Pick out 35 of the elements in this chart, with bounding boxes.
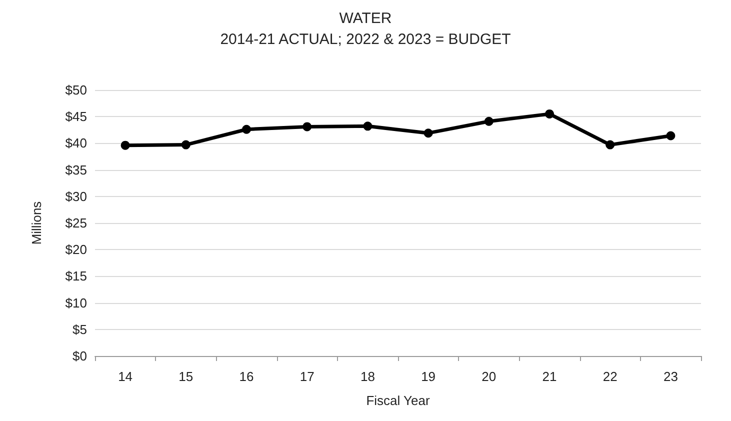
point <box>484 116 494 126</box>
y-tick-label: $20 <box>65 242 87 258</box>
x-tick-label: 18 <box>360 369 375 384</box>
x-tick-label: 16 <box>239 369 254 384</box>
x-tick-label: 15 <box>178 369 194 384</box>
x-tick-label: 19 <box>421 369 436 384</box>
x-tick-label: 14 <box>118 369 133 384</box>
x-tick-label: 22 <box>602 369 618 384</box>
y-tick-label: $50 <box>65 82 87 98</box>
y-tick-label: $5 <box>72 322 87 337</box>
y-axis-title: Millions <box>29 200 44 245</box>
y-tick-label: $10 <box>65 295 87 310</box>
x-axis-title: Fiscal Year <box>366 393 430 408</box>
point <box>606 140 615 150</box>
y-tick-label: $0 <box>72 348 87 364</box>
x-tick-label: 17 <box>300 369 314 384</box>
y-tick-label: $35 <box>65 162 87 178</box>
point <box>242 124 251 134</box>
point <box>120 140 130 150</box>
point <box>666 131 676 140</box>
point <box>181 140 190 150</box>
point <box>363 122 372 131</box>
y-tick-label: $25 <box>65 216 87 230</box>
y-tick-label: $45 <box>65 109 87 124</box>
x-tick-label: 23 <box>663 369 678 384</box>
point <box>302 122 312 132</box>
point <box>545 109 554 118</box>
chart-title: WATER <box>339 10 392 27</box>
chart-subtitle: 2014-21 ACTUAL; 2022 & 2023 = BUDGET <box>220 31 511 48</box>
y-tick-label: $15 <box>65 268 87 284</box>
point <box>424 128 433 138</box>
x-tick-label: 20 <box>482 369 496 384</box>
x-tick-label: 21 <box>542 369 557 384</box>
y-tick-label: $30 <box>65 188 87 204</box>
y-tick-label: $40 <box>65 136 87 151</box>
